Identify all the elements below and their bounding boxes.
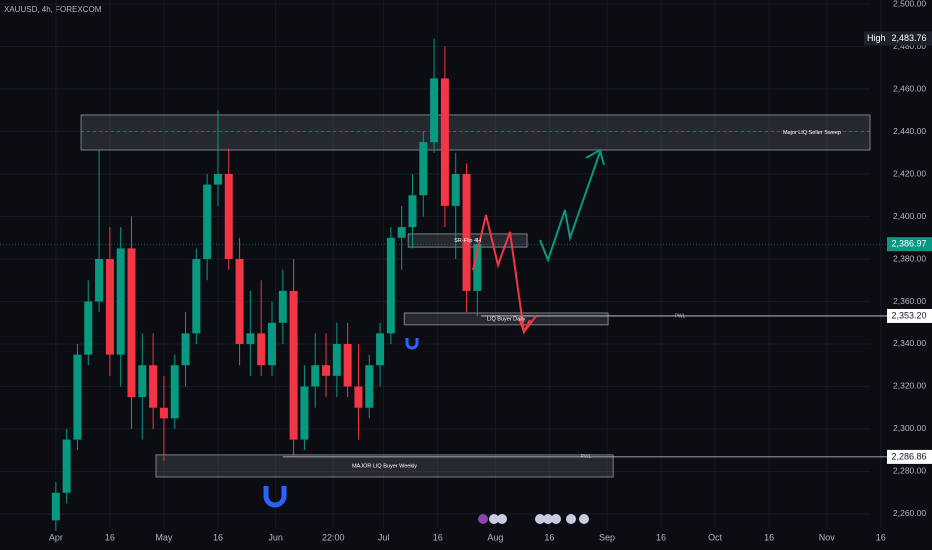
y-tick-label: 2,300.00 — [893, 423, 926, 433]
candle-body — [440, 78, 449, 206]
chart-title: XAUUSD, 4h, FOREXCOM — [4, 5, 102, 14]
candle-body — [62, 439, 71, 493]
x-tick-label: Nov — [819, 532, 836, 542]
x-tick-label: May — [155, 532, 173, 542]
y-tick-label: 2,320.00 — [893, 381, 926, 391]
candle-body — [203, 184, 212, 260]
level-label: PWL — [581, 454, 592, 460]
x-tick-label: Jul — [378, 532, 390, 542]
zone — [403, 312, 609, 326]
high-tag-value: 2,483.76 — [891, 33, 926, 43]
arrow-head — [518, 317, 531, 335]
y-tick-label: 2,500.00 — [893, 0, 926, 8]
candle-body — [332, 343, 341, 376]
level-label: PWL — [675, 313, 686, 319]
candle-body — [386, 237, 395, 334]
x-tick-label: Aug — [487, 532, 503, 542]
candle-body — [397, 227, 406, 238]
y-tick-label: 2,280.00 — [893, 466, 926, 476]
zone-label: MAJOR LIQ Buyer Weekly — [352, 463, 417, 469]
candle-body — [159, 407, 168, 419]
bullish-path — [539, 151, 601, 263]
candle-body — [170, 365, 179, 419]
y-tick-label: 2,380.00 — [893, 253, 926, 263]
candle-body — [354, 386, 363, 408]
high-tag-label: High — [867, 33, 886, 43]
y-tick-label: 2,420.00 — [893, 168, 926, 178]
candle-body — [213, 174, 222, 185]
x-tick-label: 22:00 — [322, 532, 345, 542]
magnet-icon — [405, 338, 419, 350]
candle-body — [451, 174, 460, 206]
zone-label: SR-Flip 4H — [454, 238, 481, 244]
x-tick-label: 16 — [876, 532, 886, 542]
y-tick-label: 2,440.00 — [893, 126, 926, 136]
candle-body — [376, 333, 385, 366]
candle-body — [116, 248, 125, 355]
y-tick-label: 2,360.00 — [893, 296, 926, 306]
candle-body — [278, 290, 287, 323]
zone-label: LIQ Buyer Daily — [487, 316, 526, 322]
candle-body — [149, 365, 158, 408]
price-tag — [887, 237, 932, 252]
candle-body — [311, 365, 320, 387]
candle-body — [95, 259, 104, 302]
x-tick-label: 16 — [656, 532, 666, 542]
x-tick-label: 16 — [213, 532, 223, 542]
candle-body — [473, 244, 482, 291]
candle-body — [365, 365, 374, 408]
candle-body — [343, 343, 352, 387]
high-tag — [864, 31, 932, 46]
x-tick-label: Jun — [268, 532, 283, 542]
candle-body — [51, 492, 60, 521]
price-tag-label: 2,286.86 — [891, 451, 926, 461]
y-tick-label: 2,260.00 — [893, 508, 926, 518]
candle-body — [267, 322, 276, 366]
zone-label: Major LIQ Seller Sweep — [783, 130, 841, 136]
price-tag-label: 2,386.97 — [891, 239, 926, 249]
candle-body — [84, 301, 93, 355]
zone — [155, 454, 614, 478]
price-tag — [887, 449, 932, 464]
y-tick-label: 2,400.00 — [893, 211, 926, 221]
candle-body — [300, 386, 309, 440]
y-tick-label: 2,460.00 — [893, 83, 926, 93]
candle-body — [322, 365, 331, 376]
x-tick-label: 16 — [105, 532, 115, 542]
candle-body — [430, 78, 439, 143]
candle-body — [289, 290, 298, 440]
candle-body — [257, 333, 266, 366]
price-tag — [887, 308, 932, 323]
candle-body — [192, 259, 201, 334]
candle-body — [235, 259, 244, 344]
candle-body — [462, 174, 471, 291]
x-tick-label: Oct — [708, 532, 723, 542]
candle-body — [224, 174, 233, 260]
candle-body — [181, 333, 190, 366]
zone — [80, 114, 871, 151]
candle-body — [419, 142, 428, 196]
candle-body — [127, 248, 136, 398]
y-tick-label: 2,480.00 — [893, 41, 926, 51]
projections — [263, 148, 605, 524]
candle-body — [246, 333, 255, 344]
candle-body — [73, 354, 82, 440]
price-tag-label: 2,353.20 — [891, 310, 926, 320]
x-tick-label: Apr — [49, 532, 63, 542]
x-tick-label: 16 — [544, 532, 554, 542]
candle-body — [408, 195, 417, 228]
candle-body — [138, 365, 147, 398]
arrow-head — [585, 148, 605, 166]
magnet-icon — [263, 486, 287, 508]
x-tick-label: Sep — [599, 532, 615, 542]
candle-body — [105, 259, 114, 355]
event-icons — [478, 514, 589, 524]
y-tick-label: 2,340.00 — [893, 338, 926, 348]
x-tick-label: 16 — [764, 532, 774, 542]
x-tick-label: 16 — [433, 532, 443, 542]
